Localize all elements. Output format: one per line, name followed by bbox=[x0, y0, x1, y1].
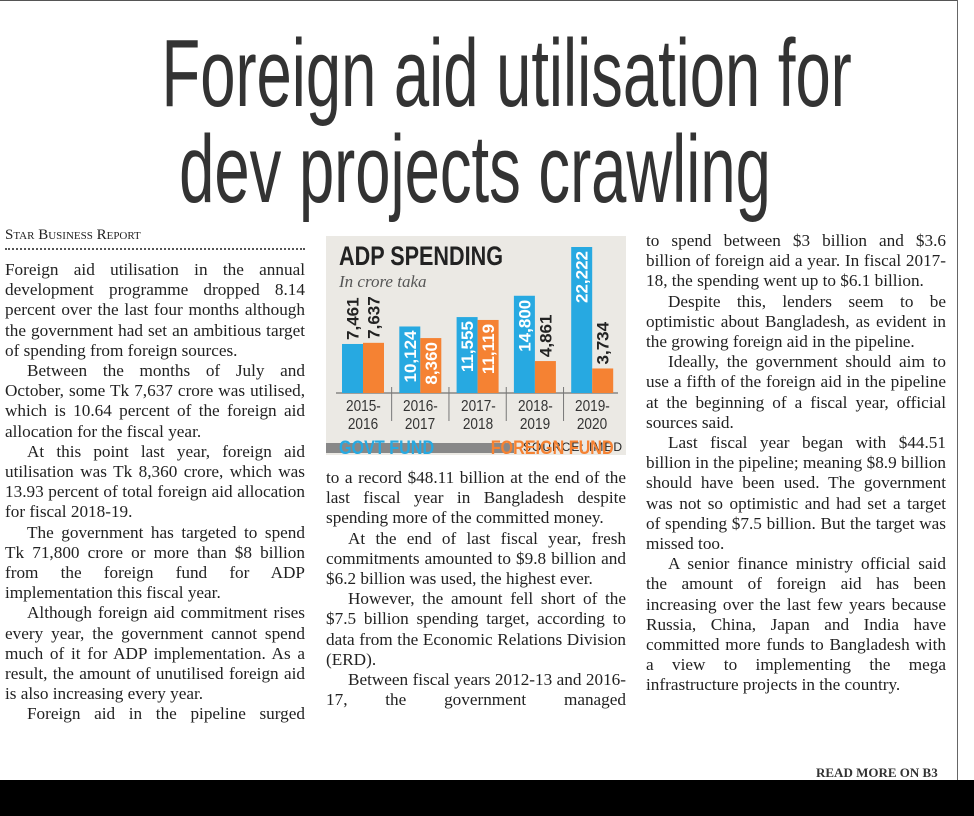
bar bbox=[534, 361, 556, 393]
data-label: 7,637 bbox=[365, 296, 384, 339]
bar bbox=[477, 319, 499, 393]
byline: Star Business Report bbox=[5, 227, 305, 250]
read-more: READ MORE ON B3 bbox=[816, 765, 938, 780]
bar bbox=[571, 247, 593, 393]
data-label: 8,360 bbox=[422, 342, 441, 385]
source: SOURCE: IMED bbox=[523, 440, 624, 454]
legend-entry: FOREIGN FUND bbox=[491, 438, 614, 459]
x-tick-label: 2017-2018 bbox=[460, 398, 496, 433]
paragraph: A senior finance ministry official said … bbox=[646, 554, 946, 695]
paragraph: Last fiscal year began with $44.51 billi… bbox=[646, 433, 946, 554]
chart-subtitle: In crore taka bbox=[339, 272, 427, 291]
data-label: 11,119 bbox=[479, 324, 498, 374]
paragraph: Although foreign aid commitment rises ev… bbox=[5, 603, 305, 704]
paragraph: Between fiscal years 2012-13 and 2016-17… bbox=[326, 670, 626, 710]
source-bar bbox=[326, 443, 514, 453]
data-label: 10,124 bbox=[401, 330, 420, 383]
bar bbox=[399, 326, 421, 393]
column: Foreign aid utilisation in the annual de… bbox=[5, 260, 305, 725]
chart: 7,461 7,637 10,124 8,360 11,555 11,119 14,800 4… bbox=[336, 247, 618, 421]
legend-entry: GOVT FUND bbox=[339, 438, 435, 459]
paragraph: Foreign aid in the pipeline surged bbox=[27, 704, 305, 724]
data-label: 14,800 bbox=[515, 300, 534, 352]
column: to spend between $3 billion and $3.6 bil… bbox=[646, 231, 946, 696]
bar bbox=[363, 342, 384, 393]
paragraph: to spend between $3 billion and $3.6 bil… bbox=[646, 231, 946, 291]
bottom-band bbox=[0, 780, 974, 816]
x-tick-label: 2015-2016 bbox=[346, 398, 381, 433]
paragraph: Despite this, lenders seem to be optimis… bbox=[646, 291, 946, 352]
data-label: 11,555 bbox=[458, 321, 477, 372]
headline: Foreign aid utilisation for bbox=[161, 20, 852, 127]
chart-title: ADP SPENDING bbox=[339, 241, 504, 271]
paragraph: At this point last year, foreign aid uti… bbox=[5, 441, 305, 522]
headline: dev projects crawling bbox=[179, 116, 771, 223]
data-label: 7,461 bbox=[344, 297, 363, 340]
data-label: 4,861 bbox=[536, 315, 555, 358]
paragraph: to a record $48.11 billion at the end of… bbox=[326, 468, 626, 528]
column: to a record $48.11 billion at the end of… bbox=[326, 468, 626, 710]
x-tick-label: 2018-2019 bbox=[517, 398, 553, 433]
bar bbox=[342, 343, 363, 393]
paragraph: At the end of last fiscal year, fresh co… bbox=[326, 528, 626, 589]
paragraph: The government has targeted to spend Tk … bbox=[5, 522, 305, 603]
paragraph: Ideally, the government should aim to us… bbox=[646, 352, 946, 432]
data-label: 3,734 bbox=[594, 321, 613, 364]
bar bbox=[420, 338, 442, 393]
paragraph: Foreign aid utilisation in the annual de… bbox=[5, 260, 305, 360]
x-tick-label: 2019-2020 bbox=[575, 398, 610, 433]
paragraph: Between the months of July and October, … bbox=[5, 361, 305, 441]
chart-box: ADP SPENDING In crore taka 7,461 7,637 10,… bbox=[326, 236, 626, 459]
bar bbox=[456, 317, 478, 393]
bar bbox=[513, 295, 535, 393]
column-rule bbox=[957, 0, 958, 780]
paragraph: However, the amount fell short of the $7… bbox=[326, 589, 626, 669]
data-label: 22,222 bbox=[573, 251, 592, 303]
bar bbox=[592, 368, 614, 393]
top-rule bbox=[0, 0, 958, 1]
x-tick-label: 2016-2017 bbox=[403, 398, 439, 433]
